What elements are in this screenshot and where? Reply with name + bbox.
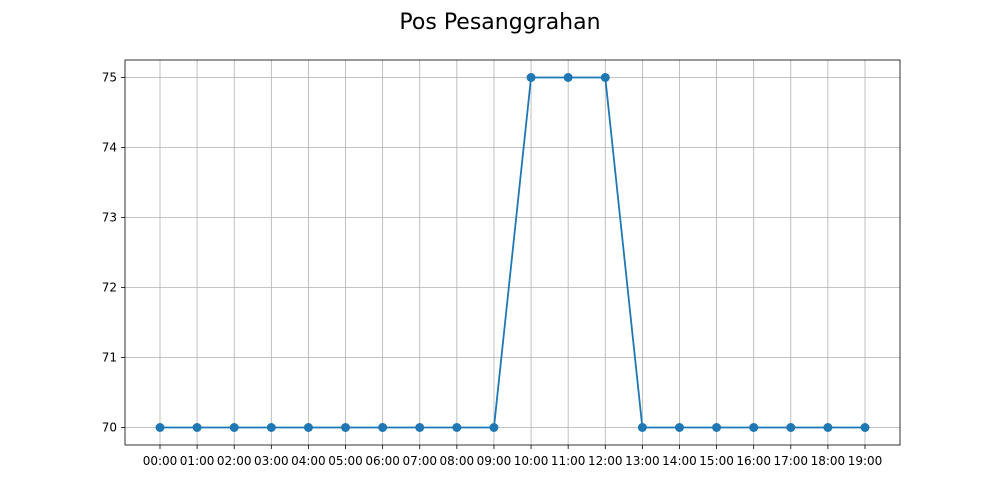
data-point bbox=[192, 423, 202, 432]
series-layer bbox=[155, 73, 870, 432]
data-point bbox=[860, 423, 870, 432]
x-tick-label: 09:00 bbox=[477, 454, 512, 468]
x-tick-label: 07:00 bbox=[402, 454, 437, 468]
data-point bbox=[489, 423, 499, 432]
plot-frame bbox=[124, 59, 901, 446]
data-point bbox=[229, 423, 239, 432]
data-point bbox=[415, 423, 425, 432]
data-point bbox=[749, 423, 759, 432]
data-point bbox=[341, 423, 351, 432]
data-point bbox=[823, 423, 833, 432]
data-point bbox=[378, 423, 388, 432]
x-tick-label: 05:00 bbox=[328, 454, 363, 468]
x-tick-label: 04:00 bbox=[291, 454, 326, 468]
x-tick-label: 03:00 bbox=[254, 454, 289, 468]
grid bbox=[125, 60, 900, 445]
y-tick-label: 70 bbox=[102, 421, 117, 435]
x-tick-label: 12:00 bbox=[588, 454, 623, 468]
data-point bbox=[637, 423, 647, 432]
x-tick-label: 10:00 bbox=[514, 454, 549, 468]
x-tick-label: 13:00 bbox=[625, 454, 660, 468]
x-tick-label: 11:00 bbox=[551, 454, 586, 468]
x-tick-label: 14:00 bbox=[662, 454, 697, 468]
y-tick-label: 71 bbox=[102, 351, 117, 365]
x-tick-label: 00:00 bbox=[143, 454, 178, 468]
x-tick-label: 06:00 bbox=[365, 454, 400, 468]
data-point bbox=[600, 73, 610, 82]
x-tick-label: 17:00 bbox=[773, 454, 808, 468]
data-point bbox=[526, 73, 536, 82]
data-point bbox=[155, 423, 165, 432]
data-point bbox=[563, 73, 573, 82]
data-point bbox=[786, 423, 796, 432]
data-point bbox=[266, 423, 276, 432]
y-tick-label: 75 bbox=[102, 71, 117, 85]
data-point bbox=[674, 423, 684, 432]
x-tick-label: 01:00 bbox=[180, 454, 215, 468]
y-tick-label: 73 bbox=[102, 211, 117, 225]
x-tick-label: 19:00 bbox=[848, 454, 883, 468]
x-axis: 00:00 01:00 02:00 03:00 04:00 05:00 06:00 07:00… bbox=[143, 445, 883, 468]
chart-title: Pos Pesanggrahan bbox=[399, 10, 600, 35]
x-tick-label: 02:00 bbox=[217, 454, 252, 468]
series-line bbox=[160, 76, 865, 429]
data-point bbox=[303, 423, 313, 432]
data-point bbox=[452, 423, 462, 432]
x-tick-label: 15:00 bbox=[699, 454, 734, 468]
x-tick-label: 16:00 bbox=[736, 454, 771, 468]
x-tick-label: 08:00 bbox=[440, 454, 475, 468]
y-tick-label: 72 bbox=[102, 281, 117, 295]
x-tick-label: 18:00 bbox=[811, 454, 846, 468]
y-tick-label: 74 bbox=[102, 141, 117, 155]
data-point bbox=[712, 423, 722, 432]
y-axis: 70 71 72 73 74 75 bbox=[102, 71, 125, 435]
